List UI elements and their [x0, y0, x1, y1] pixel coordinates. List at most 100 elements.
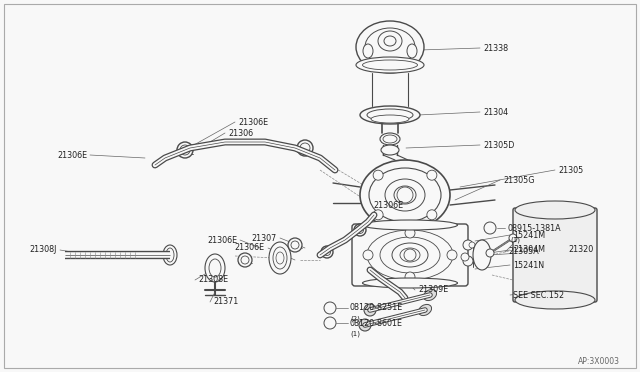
Ellipse shape — [380, 237, 440, 273]
Text: 21305A: 21305A — [508, 247, 539, 257]
Text: 21306E: 21306E — [373, 201, 403, 209]
Text: B: B — [328, 321, 332, 326]
Text: 21306E: 21306E — [238, 118, 268, 126]
Ellipse shape — [378, 31, 402, 51]
Ellipse shape — [515, 201, 595, 219]
Ellipse shape — [360, 106, 420, 124]
Ellipse shape — [407, 44, 417, 58]
Ellipse shape — [367, 230, 453, 280]
Circle shape — [509, 234, 517, 242]
FancyBboxPatch shape — [352, 224, 468, 286]
Ellipse shape — [385, 179, 425, 211]
Text: 21306E: 21306E — [207, 235, 237, 244]
Ellipse shape — [371, 115, 409, 123]
Text: 21305D: 21305D — [483, 141, 515, 150]
Circle shape — [238, 253, 252, 267]
Text: 21308E: 21308E — [198, 276, 228, 285]
Circle shape — [291, 241, 299, 249]
Ellipse shape — [362, 60, 417, 70]
Circle shape — [427, 170, 437, 180]
Circle shape — [484, 222, 496, 234]
Text: 21307: 21307 — [252, 234, 277, 243]
Ellipse shape — [367, 109, 413, 121]
Text: 21305: 21305 — [558, 166, 583, 174]
Ellipse shape — [392, 243, 428, 267]
Circle shape — [469, 242, 475, 248]
Circle shape — [463, 256, 473, 266]
Ellipse shape — [269, 242, 291, 274]
Text: (1): (1) — [510, 237, 520, 243]
Circle shape — [297, 140, 313, 156]
Text: 15241M: 15241M — [513, 231, 545, 240]
Ellipse shape — [362, 278, 458, 288]
Text: 21338: 21338 — [483, 44, 508, 52]
Text: 21304M: 21304M — [513, 246, 545, 254]
Text: B: B — [328, 305, 332, 311]
Text: AP:3X0003: AP:3X0003 — [578, 357, 620, 366]
Ellipse shape — [360, 160, 450, 230]
Ellipse shape — [163, 245, 177, 265]
Ellipse shape — [363, 44, 373, 58]
Circle shape — [356, 227, 364, 234]
Ellipse shape — [419, 304, 431, 315]
FancyBboxPatch shape — [513, 208, 597, 302]
Circle shape — [486, 249, 494, 257]
Ellipse shape — [362, 220, 458, 230]
Circle shape — [404, 249, 416, 261]
Ellipse shape — [381, 145, 399, 155]
Circle shape — [300, 143, 310, 153]
Text: 08915-1381A: 08915-1381A — [508, 224, 562, 232]
Ellipse shape — [166, 248, 174, 262]
Circle shape — [405, 272, 415, 282]
Text: 21306E: 21306E — [235, 244, 265, 253]
FancyBboxPatch shape — [4, 4, 636, 368]
Text: 21306: 21306 — [228, 128, 253, 138]
Circle shape — [354, 224, 366, 236]
Ellipse shape — [273, 247, 287, 269]
Circle shape — [177, 142, 193, 158]
Ellipse shape — [356, 57, 424, 73]
Ellipse shape — [383, 135, 397, 143]
Text: SEE SEC.152: SEE SEC.152 — [513, 291, 564, 299]
Circle shape — [397, 187, 413, 203]
Circle shape — [373, 170, 383, 180]
Ellipse shape — [473, 240, 491, 270]
Text: M: M — [487, 225, 493, 231]
Circle shape — [364, 304, 376, 316]
Circle shape — [373, 210, 383, 220]
Ellipse shape — [380, 133, 400, 145]
Text: 21305G: 21305G — [503, 176, 534, 185]
Ellipse shape — [209, 259, 221, 277]
Ellipse shape — [356, 21, 424, 73]
Ellipse shape — [400, 248, 420, 262]
Circle shape — [324, 317, 336, 329]
Ellipse shape — [205, 254, 225, 282]
Circle shape — [461, 253, 469, 261]
Ellipse shape — [276, 252, 284, 264]
Circle shape — [405, 228, 415, 238]
Text: (2): (2) — [350, 316, 360, 322]
Circle shape — [447, 250, 457, 260]
Circle shape — [463, 240, 473, 250]
Ellipse shape — [515, 291, 595, 309]
Circle shape — [241, 256, 249, 264]
Ellipse shape — [384, 36, 396, 46]
Text: 21304: 21304 — [483, 108, 508, 116]
Circle shape — [363, 250, 373, 260]
Circle shape — [427, 210, 437, 220]
Circle shape — [323, 248, 330, 256]
Circle shape — [321, 246, 333, 258]
Text: 08120-8601E: 08120-8601E — [350, 318, 403, 327]
Text: 08120-8251E: 08120-8251E — [350, 304, 403, 312]
Ellipse shape — [365, 28, 415, 66]
Text: 21371: 21371 — [213, 298, 238, 307]
Circle shape — [180, 145, 190, 155]
Circle shape — [359, 319, 371, 331]
Ellipse shape — [424, 289, 436, 301]
Circle shape — [324, 302, 336, 314]
Text: 21308J: 21308J — [29, 246, 57, 254]
Text: 15241N: 15241N — [513, 260, 544, 269]
Ellipse shape — [394, 186, 416, 204]
Ellipse shape — [369, 168, 441, 222]
Text: 21320: 21320 — [568, 246, 593, 254]
